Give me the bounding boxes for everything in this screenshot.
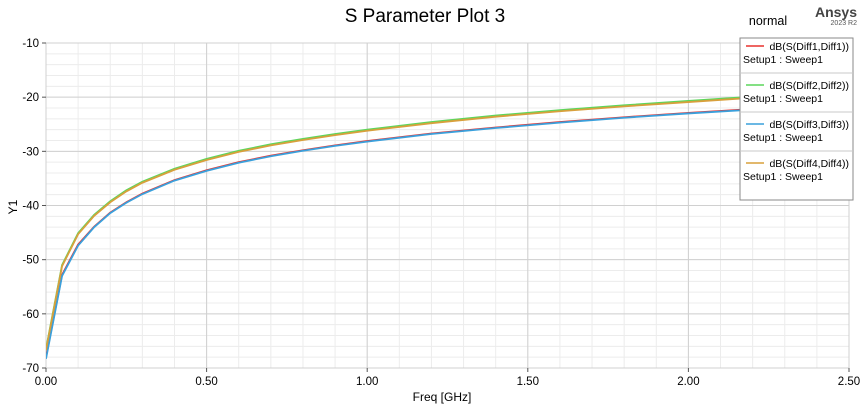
y-axis-label: Y1 bbox=[6, 199, 20, 214]
y-tick-label: -30 bbox=[22, 146, 39, 158]
x-tick-label: 1.50 bbox=[517, 376, 539, 388]
legend-series-name: dB(S(Diff1,Diff1)) bbox=[769, 41, 849, 53]
x-tick-label: 0.50 bbox=[195, 376, 217, 388]
x-tick-label: 0.00 bbox=[35, 376, 57, 388]
x-tick-label: 2.00 bbox=[677, 376, 699, 388]
legend-series-name: dB(S(Diff2,Diff2)) bbox=[769, 80, 849, 92]
legend-series-setup: Setup1 : Sweep1 bbox=[743, 171, 823, 183]
y-axis-ticks: -10 -20 -30 -40 -50 -60 -70 bbox=[22, 38, 46, 375]
grid-lines bbox=[45, 42, 850, 369]
legend[interactable]: dB(S(Diff1,Diff1))Setup1 : Sweep1dB(S(Di… bbox=[739, 37, 854, 201]
legend-series-setup: Setup1 : Sweep1 bbox=[743, 132, 823, 144]
brand-logo: Ansys bbox=[815, 4, 857, 20]
y-tick-label: -70 bbox=[22, 363, 39, 375]
legend-series-setup: Setup1 : Sweep1 bbox=[743, 54, 823, 66]
series-line-4 bbox=[46, 91, 849, 351]
chart-title: S Parameter Plot 3 bbox=[345, 6, 506, 27]
legend-series-name: dB(S(Diff4,Diff4)) bbox=[769, 158, 849, 170]
y-tick-label: -60 bbox=[22, 309, 39, 321]
legend-box bbox=[739, 37, 854, 201]
y-tick-label: -50 bbox=[22, 255, 39, 267]
x-axis-label: Freq [GHz] bbox=[413, 390, 472, 404]
y-tick-label: -20 bbox=[22, 92, 39, 104]
x-tick-label: 2.50 bbox=[838, 376, 860, 388]
plot-mode-label: normal bbox=[749, 14, 787, 28]
y-tick-label: -40 bbox=[22, 201, 39, 213]
series-lines bbox=[46, 90, 849, 359]
x-axis-ticks: 0.00 0.50 1.00 1.50 2.00 2.50 bbox=[35, 368, 860, 388]
legend-series-setup: Setup1 : Sweep1 bbox=[743, 93, 823, 105]
x-tick-label: 1.00 bbox=[356, 376, 378, 388]
y-tick-label: -10 bbox=[22, 38, 39, 50]
brand-version: 2023 R2 bbox=[831, 20, 858, 27]
legend-series-name: dB(S(Diff3,Diff3)) bbox=[769, 119, 849, 131]
series-line-3 bbox=[46, 103, 849, 359]
